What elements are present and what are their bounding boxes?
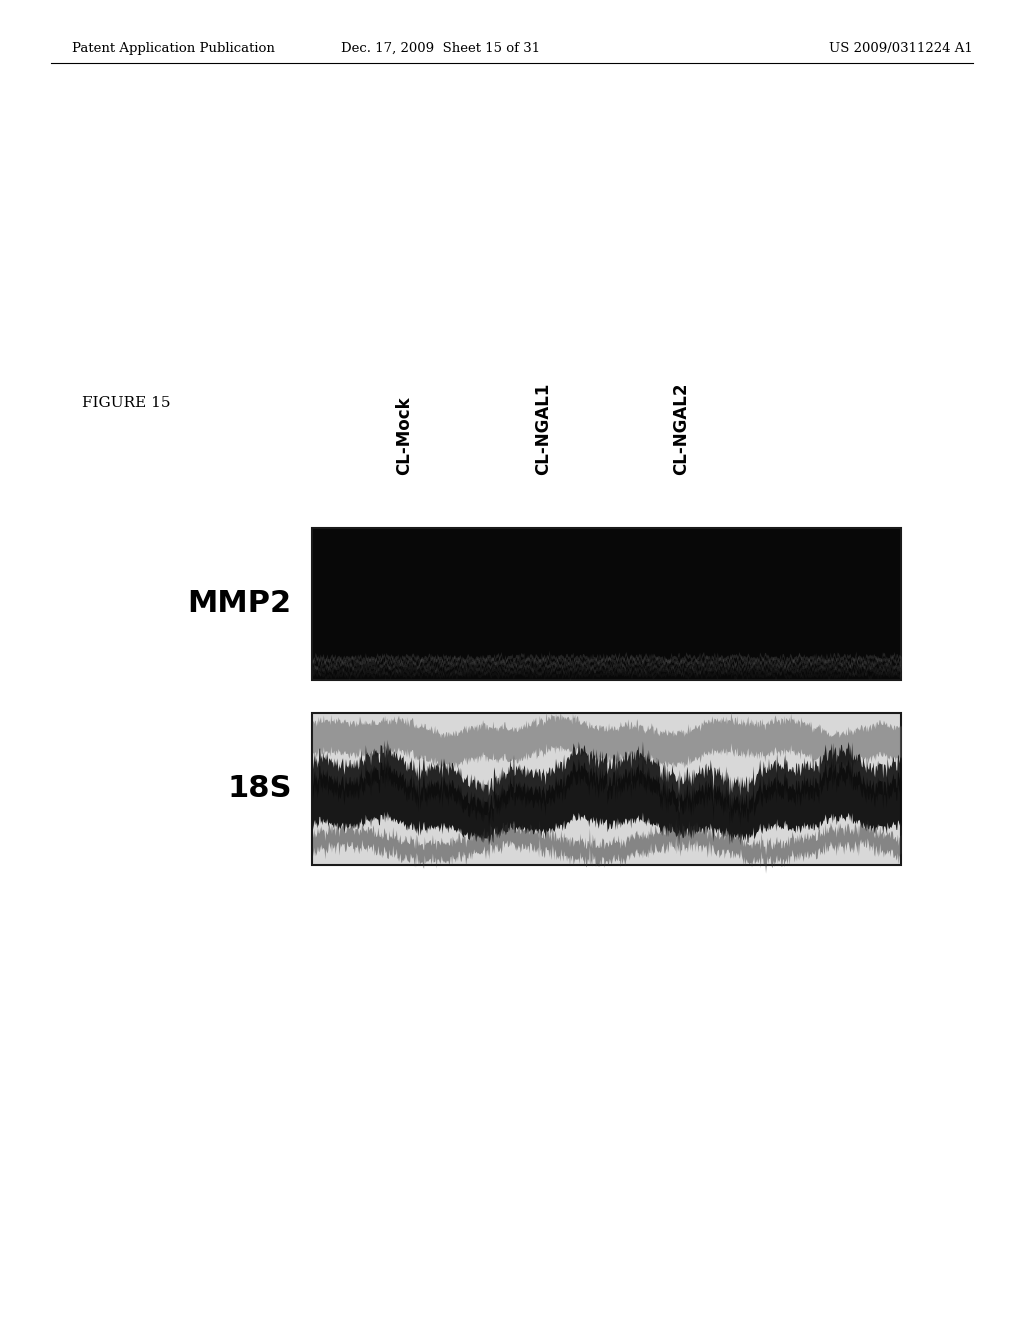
Text: CL-NGAL1: CL-NGAL1 bbox=[534, 383, 552, 475]
Text: Dec. 17, 2009  Sheet 15 of 31: Dec. 17, 2009 Sheet 15 of 31 bbox=[341, 42, 540, 54]
Text: CL-Mock: CL-Mock bbox=[395, 396, 414, 475]
Text: MMP2: MMP2 bbox=[187, 590, 292, 618]
Text: Patent Application Publication: Patent Application Publication bbox=[72, 42, 274, 54]
Bar bbox=[312, 713, 901, 865]
Text: 18S: 18S bbox=[227, 775, 292, 803]
Text: FIGURE 15: FIGURE 15 bbox=[82, 396, 170, 409]
Bar bbox=[312, 528, 901, 680]
Text: CL-NGAL2: CL-NGAL2 bbox=[672, 383, 690, 475]
Text: US 2009/0311224 A1: US 2009/0311224 A1 bbox=[829, 42, 973, 54]
